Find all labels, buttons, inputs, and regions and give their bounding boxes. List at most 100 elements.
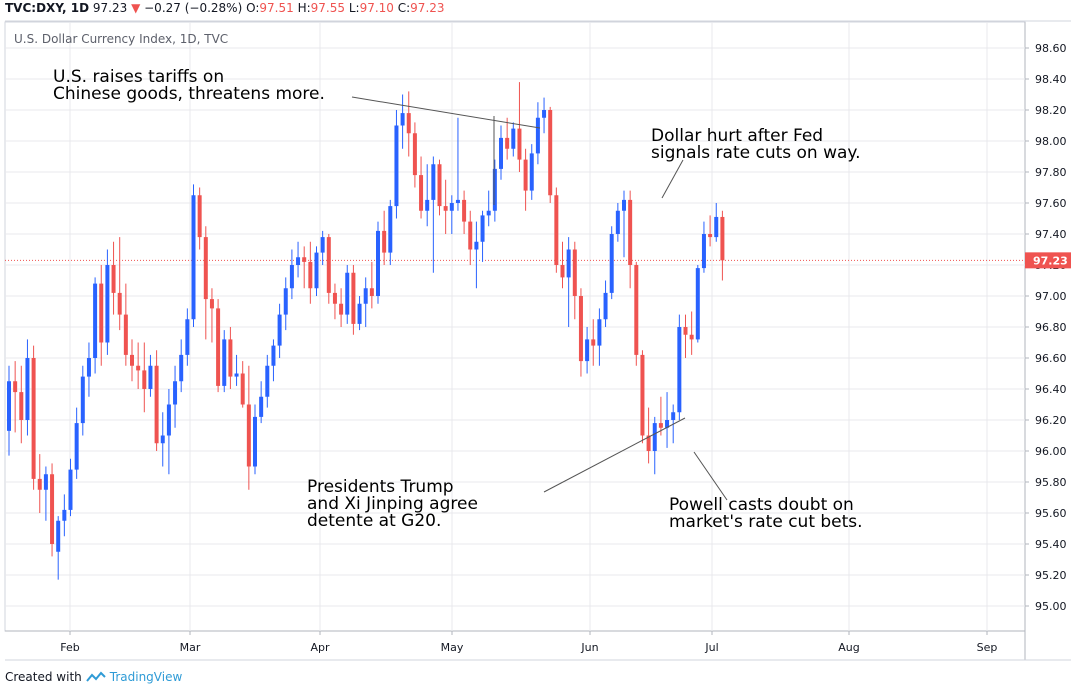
symbol-name[interactable]: TVC:DXY, 1D	[5, 1, 90, 15]
x-tick-label: Jun	[580, 641, 598, 654]
candle-body	[622, 199, 626, 211]
candle-body	[720, 216, 725, 261]
candle-body	[197, 195, 202, 238]
candle-body	[695, 268, 700, 340]
candle-body	[671, 412, 676, 420]
candle-body	[406, 113, 411, 134]
candle-body	[271, 345, 276, 366]
candle-body	[492, 168, 497, 211]
candle-body	[302, 257, 307, 262]
candle-body	[652, 423, 657, 451]
x-tick-label: Sep	[977, 641, 998, 654]
chart-subtitle: U.S. Dollar Currency Index, 1D, TVC	[14, 32, 229, 46]
candle-body	[166, 404, 171, 436]
candle-body	[339, 303, 344, 315]
candle-body	[486, 210, 491, 216]
low-value: 97.10	[359, 1, 394, 15]
y-tick-label: 98.60	[1035, 42, 1067, 55]
symbol-header: TVC:DXY, 1D 97.23 ▼ −0.27 (−0.28%) O:97.…	[5, 1, 445, 17]
candle-body	[99, 283, 104, 343]
candle-body	[708, 234, 713, 238]
annotation-lines	[351, 96, 728, 501]
candle-body	[548, 110, 553, 196]
candle-body	[665, 420, 670, 428]
footer: Created with TradingView	[5, 670, 182, 684]
x-axis[interactable]: Feb Mar Apr May Jun Jul Aug Sep	[60, 631, 997, 654]
last-price-label: 97.23	[1033, 254, 1068, 267]
candle-body	[31, 358, 36, 479]
annotation-fed: Dollar hurt after Fed signals rate cuts …	[651, 126, 861, 163]
g20-connector-line	[543, 417, 686, 493]
y-tick-label: 96.60	[1035, 352, 1067, 365]
candle-body	[646, 435, 651, 451]
y-tick-label: 96.20	[1035, 414, 1067, 427]
candle-body	[560, 265, 565, 278]
candle-body	[80, 376, 85, 424]
candle-body	[37, 478, 42, 490]
candle-body	[185, 319, 190, 355]
tradingview-brand[interactable]: TradingView	[109, 670, 183, 684]
candle-body	[468, 221, 473, 250]
candle-body	[296, 257, 301, 265]
candle-body	[74, 423, 79, 470]
high-value: 97.55	[310, 1, 345, 15]
candle-body	[677, 327, 682, 413]
y-tick-label: 98.40	[1035, 73, 1067, 86]
candle-body	[572, 249, 577, 296]
y-tick-label: 98.20	[1035, 104, 1067, 117]
y-axis[interactable]: 95.00 95.20 95.40 95.60 95.80 96.00 96.20 96.40…	[1025, 42, 1071, 613]
last-price: 97.23	[92, 1, 128, 15]
candle-body	[437, 164, 442, 207]
candle-body	[499, 137, 503, 169]
annotation-powell: Powell casts doubt on market's rate cut …	[669, 495, 863, 532]
y-tick-label: 95.40	[1035, 538, 1067, 551]
annotation-tariffs: U.S. raises tariffs on Chinese goods, th…	[53, 67, 325, 104]
candle-body	[388, 206, 393, 253]
candle-body	[209, 299, 214, 309]
candle-body	[234, 373, 239, 377]
candle-body	[332, 292, 337, 304]
candle-body	[658, 423, 663, 428]
y-tick-label: 97.00	[1035, 290, 1067, 303]
candle-body	[443, 206, 448, 211]
annotation-g20: Presidents Trump and Xi Jinping agree de…	[307, 477, 478, 531]
y-tick-label: 97.80	[1035, 166, 1067, 179]
y-tick-label: 97.40	[1035, 228, 1067, 241]
candle-body	[136, 365, 141, 371]
candle-body	[363, 288, 368, 304]
candle-body	[68, 469, 73, 510]
candle-body	[462, 199, 467, 222]
candle-body	[283, 288, 288, 315]
high-label: H:	[297, 1, 311, 15]
candle-body	[13, 381, 18, 393]
x-tick-label: Mar	[180, 641, 201, 654]
last-price-label-bg	[1025, 252, 1071, 269]
x-tick-label: Jul	[704, 641, 718, 654]
x-tick-label: May	[441, 641, 464, 654]
candle-body	[179, 354, 184, 382]
y-tick-label: 95.00	[1035, 600, 1067, 613]
candle-body	[50, 474, 55, 544]
candle-body	[449, 203, 454, 211]
candle-body	[425, 199, 430, 211]
candle-body	[25, 358, 30, 420]
candle-body	[523, 159, 528, 191]
candle-body	[62, 509, 67, 521]
candle-body	[480, 215, 485, 242]
candle-body	[289, 265, 294, 289]
candle-body	[240, 373, 245, 405]
candle-body	[111, 265, 116, 293]
candle-body	[382, 230, 387, 253]
candles-layer	[7, 82, 725, 580]
candle-body	[142, 370, 147, 389]
close-label: C:	[397, 1, 411, 15]
candle-body	[351, 272, 356, 324]
candle-body	[154, 365, 159, 444]
tradingview-logo-icon	[85, 671, 106, 682]
x-tick-label: Apr	[310, 641, 330, 654]
candle-body	[130, 354, 134, 366]
candle-body	[455, 199, 460, 203]
candle-body	[56, 520, 61, 552]
candle-body	[554, 195, 559, 265]
